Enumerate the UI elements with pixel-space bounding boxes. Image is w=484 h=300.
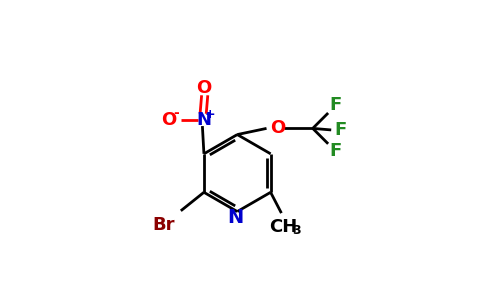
Text: N: N: [197, 111, 212, 129]
Text: F: F: [330, 142, 342, 160]
Text: +: +: [205, 108, 215, 121]
Text: O: O: [270, 119, 285, 137]
Text: 3: 3: [292, 224, 301, 237]
Text: -: -: [173, 106, 179, 120]
Text: F: F: [334, 121, 347, 139]
Text: Br: Br: [152, 216, 175, 234]
Text: N: N: [227, 208, 244, 227]
Text: F: F: [330, 96, 342, 114]
Text: CH: CH: [269, 218, 297, 236]
Text: O: O: [197, 79, 212, 97]
Text: O: O: [161, 111, 176, 129]
